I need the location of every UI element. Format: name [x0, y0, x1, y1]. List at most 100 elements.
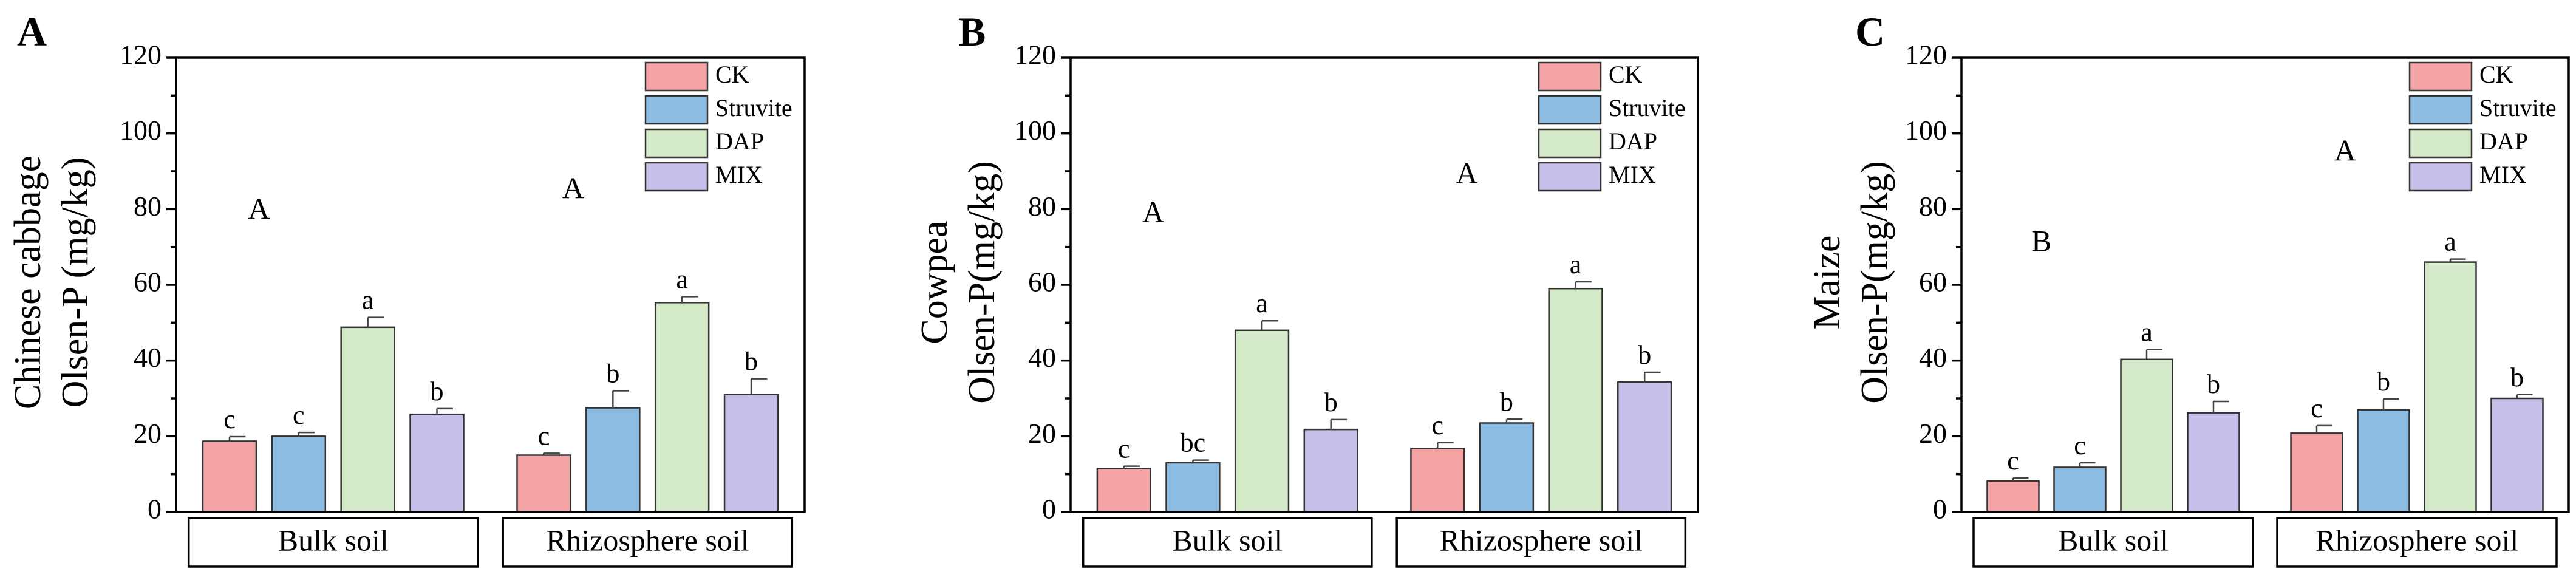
- plot-frame: [1960, 56, 2570, 513]
- bar-struvite-bulk: [2053, 466, 2107, 513]
- bar-mix-rhizosphere: [1617, 381, 1672, 513]
- y-tick-label: 20: [1028, 418, 1056, 449]
- y-tick-label: 80: [1919, 191, 1947, 222]
- bar-ck-rhizosphere: [516, 454, 571, 513]
- bar-struvite-rhizosphere: [2357, 409, 2410, 513]
- significance-letter: a: [1256, 288, 1268, 318]
- group-letter: A: [562, 171, 584, 205]
- category-box: [1972, 517, 2254, 568]
- legend-label: CK: [2479, 61, 2513, 88]
- significance-letter: c: [223, 404, 236, 434]
- bar-ck-rhizosphere: [1410, 448, 1465, 513]
- legend-swatch-ck: [2408, 61, 2473, 92]
- legend-swatch-struvite: [1538, 95, 1602, 125]
- significance-letter: b: [1500, 387, 1513, 417]
- legend-swatch-dap: [1538, 128, 1602, 159]
- category-label: Bulk soil: [1172, 523, 1283, 557]
- legend-swatch-struvite: [2408, 95, 2473, 125]
- legend-label: CK: [715, 61, 749, 88]
- legend-swatch-struvite: [644, 95, 709, 125]
- chart-panel-C: C Maize Olsen-P(mg/kg) 0 20 40 60 80 100 120 c c a b B…: [1807, 9, 2570, 568]
- plot-frame: [1069, 56, 1699, 513]
- y-axis-label-crop: Chinese cabbage: [7, 155, 49, 409]
- y-tick-label: 60: [1028, 267, 1056, 298]
- y-tick-label: 0: [1042, 494, 1056, 525]
- bar-dap-bulk: [340, 326, 395, 513]
- bar-dap-bulk: [1234, 329, 1290, 513]
- significance-letter: b: [745, 347, 758, 377]
- legend-swatch-mix: [644, 162, 709, 192]
- bar-ck-rhizosphere: [2290, 432, 2343, 513]
- legend-label: Struvite: [715, 94, 792, 121]
- y-tick-label: 80: [134, 191, 162, 222]
- bar-mix-bulk: [2187, 412, 2240, 513]
- y-tick-label: 0: [1933, 494, 1947, 525]
- category-label: Bulk soil: [2058, 523, 2169, 557]
- category-box: [502, 517, 794, 568]
- panel-letter: A: [17, 9, 47, 55]
- legend-swatch-dap: [644, 128, 709, 159]
- significance-letter: b: [1324, 387, 1338, 417]
- panel-letter: C: [1855, 9, 1885, 55]
- y-axis-label: Olsen-P (mg/kg): [55, 157, 96, 408]
- y-axis-label: Olsen-P(mg/kg): [1854, 161, 1895, 404]
- y-tick-label: 100: [1014, 115, 1056, 146]
- category-box: [187, 517, 479, 568]
- y-tick-label: 40: [1919, 342, 1947, 373]
- bar-dap-bulk: [2120, 358, 2173, 513]
- legend-swatch-dap: [2408, 128, 2473, 159]
- significance-letter: b: [2377, 367, 2390, 397]
- category-label: Rhizosphere soil: [1439, 523, 1643, 557]
- group-letter: B: [2031, 224, 2051, 258]
- significance-letter: b: [606, 359, 619, 389]
- panel-letter: B: [958, 9, 986, 55]
- category-box: [1082, 517, 1373, 568]
- significance-letter: a: [362, 285, 374, 315]
- legend-label: MIX: [715, 161, 763, 188]
- category-box: [1395, 517, 1687, 568]
- significance-letter: b: [1638, 340, 1651, 370]
- y-tick-label: 100: [120, 115, 162, 146]
- group-letter: A: [2334, 134, 2356, 168]
- group-letter: A: [1456, 156, 1478, 190]
- category-box: [2276, 517, 2558, 568]
- y-axis-label: Olsen-P(mg/kg): [961, 161, 1003, 404]
- bar-dap-rhizosphere: [1548, 287, 1603, 513]
- y-tick-label: 120: [120, 39, 162, 70]
- significance-letter: c: [2007, 446, 2019, 476]
- y-tick-label: 40: [134, 342, 162, 373]
- significance-letter: c: [2074, 431, 2086, 460]
- significance-letter: c: [538, 421, 550, 451]
- chart-panel-A: A Chinese cabbage Olsen-P (mg/kg) 0 20 40 60 80…: [7, 9, 806, 568]
- legend-swatch-mix: [2408, 162, 2473, 192]
- y-tick-label: 60: [134, 267, 162, 298]
- significance-letter: a: [676, 264, 688, 294]
- significance-letter: c: [1432, 411, 1444, 440]
- y-tick-label: 60: [1919, 267, 1947, 298]
- significance-letter: b: [2207, 369, 2220, 399]
- y-tick-label: 20: [134, 418, 162, 449]
- y-tick-label: 20: [1919, 418, 1947, 449]
- legend-swatch-ck: [1538, 61, 1602, 92]
- category-label: Rhizosphere soil: [546, 523, 749, 557]
- legend-label: DAP: [715, 128, 764, 155]
- significance-letter: a: [2444, 227, 2456, 257]
- legend-swatch-mix: [1538, 162, 1602, 192]
- bar-mix-bulk: [1303, 428, 1358, 513]
- bar-ck-bulk: [1986, 480, 2040, 513]
- bar-struvite-rhizosphere: [585, 407, 641, 513]
- bar-dap-rhizosphere: [2424, 261, 2477, 513]
- significance-letter: bc: [1181, 428, 1206, 458]
- y-axis-label-crop: Cowpea: [914, 220, 955, 344]
- bar-mix-rhizosphere: [723, 394, 779, 513]
- legend-swatch-ck: [644, 61, 709, 92]
- legend-label: DAP: [2479, 128, 2528, 155]
- significance-letter: b: [431, 377, 444, 406]
- bar-struvite-rhizosphere: [1479, 422, 1535, 513]
- significance-letter: a: [2141, 318, 2153, 347]
- y-tick-label: 120: [1014, 39, 1056, 70]
- significance-letter: c: [293, 400, 305, 430]
- bar-mix-bulk: [409, 413, 465, 513]
- legend-label: Struvite: [2479, 94, 2557, 121]
